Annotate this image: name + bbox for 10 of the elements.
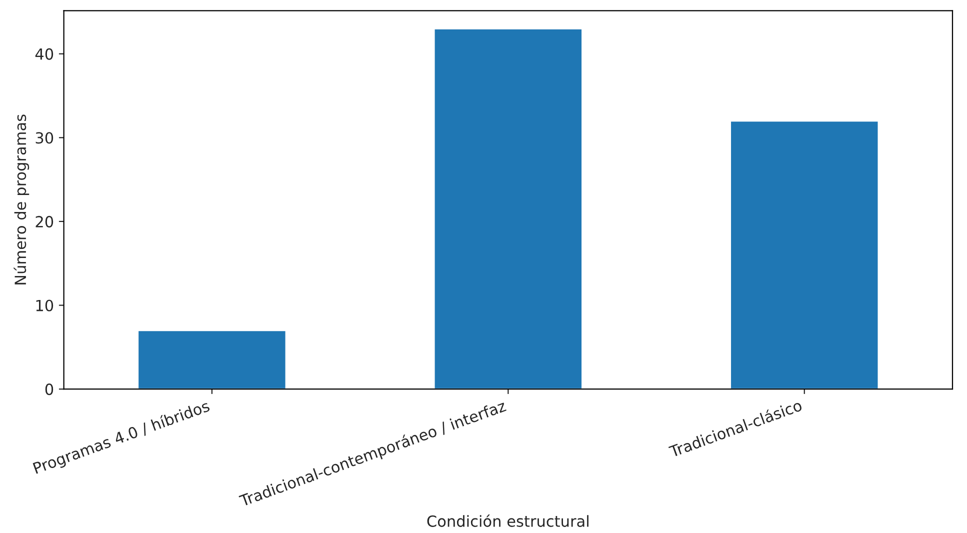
y-tick-label: 40 xyxy=(35,48,54,60)
y-tick-label: 20 xyxy=(36,216,54,228)
bar xyxy=(730,120,880,390)
bar xyxy=(433,28,583,390)
bar xyxy=(137,330,287,390)
x-axis-title: Condición estructural xyxy=(427,514,588,527)
y-axis-title: Número de programas xyxy=(14,114,30,284)
y-tick-label: 0 xyxy=(45,384,54,396)
y-tick-label: 10 xyxy=(36,300,54,312)
y-tick-label: 30 xyxy=(36,132,54,144)
